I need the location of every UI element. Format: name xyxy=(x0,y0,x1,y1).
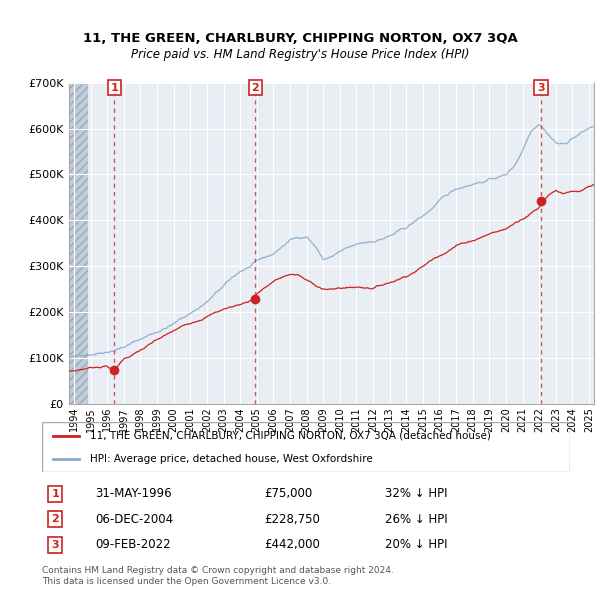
Text: 2: 2 xyxy=(52,514,59,525)
Text: £442,000: £442,000 xyxy=(264,538,320,551)
Text: 11, THE GREEN, CHARLBURY, CHIPPING NORTON, OX7 3QA (detached house): 11, THE GREEN, CHARLBURY, CHIPPING NORTO… xyxy=(89,431,490,441)
Text: 1: 1 xyxy=(110,83,118,93)
Text: 3: 3 xyxy=(52,540,59,550)
Text: HPI: Average price, detached house, West Oxfordshire: HPI: Average price, detached house, West… xyxy=(89,454,372,464)
Text: 1: 1 xyxy=(52,489,59,499)
Text: This data is licensed under the Open Government Licence v3.0.: This data is licensed under the Open Gov… xyxy=(42,576,331,586)
Text: 32% ↓ HPI: 32% ↓ HPI xyxy=(385,487,448,500)
Text: 31-MAY-1996: 31-MAY-1996 xyxy=(95,487,172,500)
Text: 11, THE GREEN, CHARLBURY, CHIPPING NORTON, OX7 3QA: 11, THE GREEN, CHARLBURY, CHIPPING NORTO… xyxy=(83,32,517,45)
Text: 3: 3 xyxy=(537,83,545,93)
Text: £228,750: £228,750 xyxy=(264,513,320,526)
Text: Price paid vs. HM Land Registry's House Price Index (HPI): Price paid vs. HM Land Registry's House … xyxy=(131,48,469,61)
Text: 06-DEC-2004: 06-DEC-2004 xyxy=(95,513,173,526)
Text: 26% ↓ HPI: 26% ↓ HPI xyxy=(385,513,448,526)
Text: 09-FEB-2022: 09-FEB-2022 xyxy=(95,538,170,551)
Text: £75,000: £75,000 xyxy=(264,487,312,500)
Text: 20% ↓ HPI: 20% ↓ HPI xyxy=(385,538,448,551)
Bar xyxy=(69,83,88,404)
Text: 2: 2 xyxy=(251,83,259,93)
Text: Contains HM Land Registry data © Crown copyright and database right 2024.: Contains HM Land Registry data © Crown c… xyxy=(42,566,394,575)
